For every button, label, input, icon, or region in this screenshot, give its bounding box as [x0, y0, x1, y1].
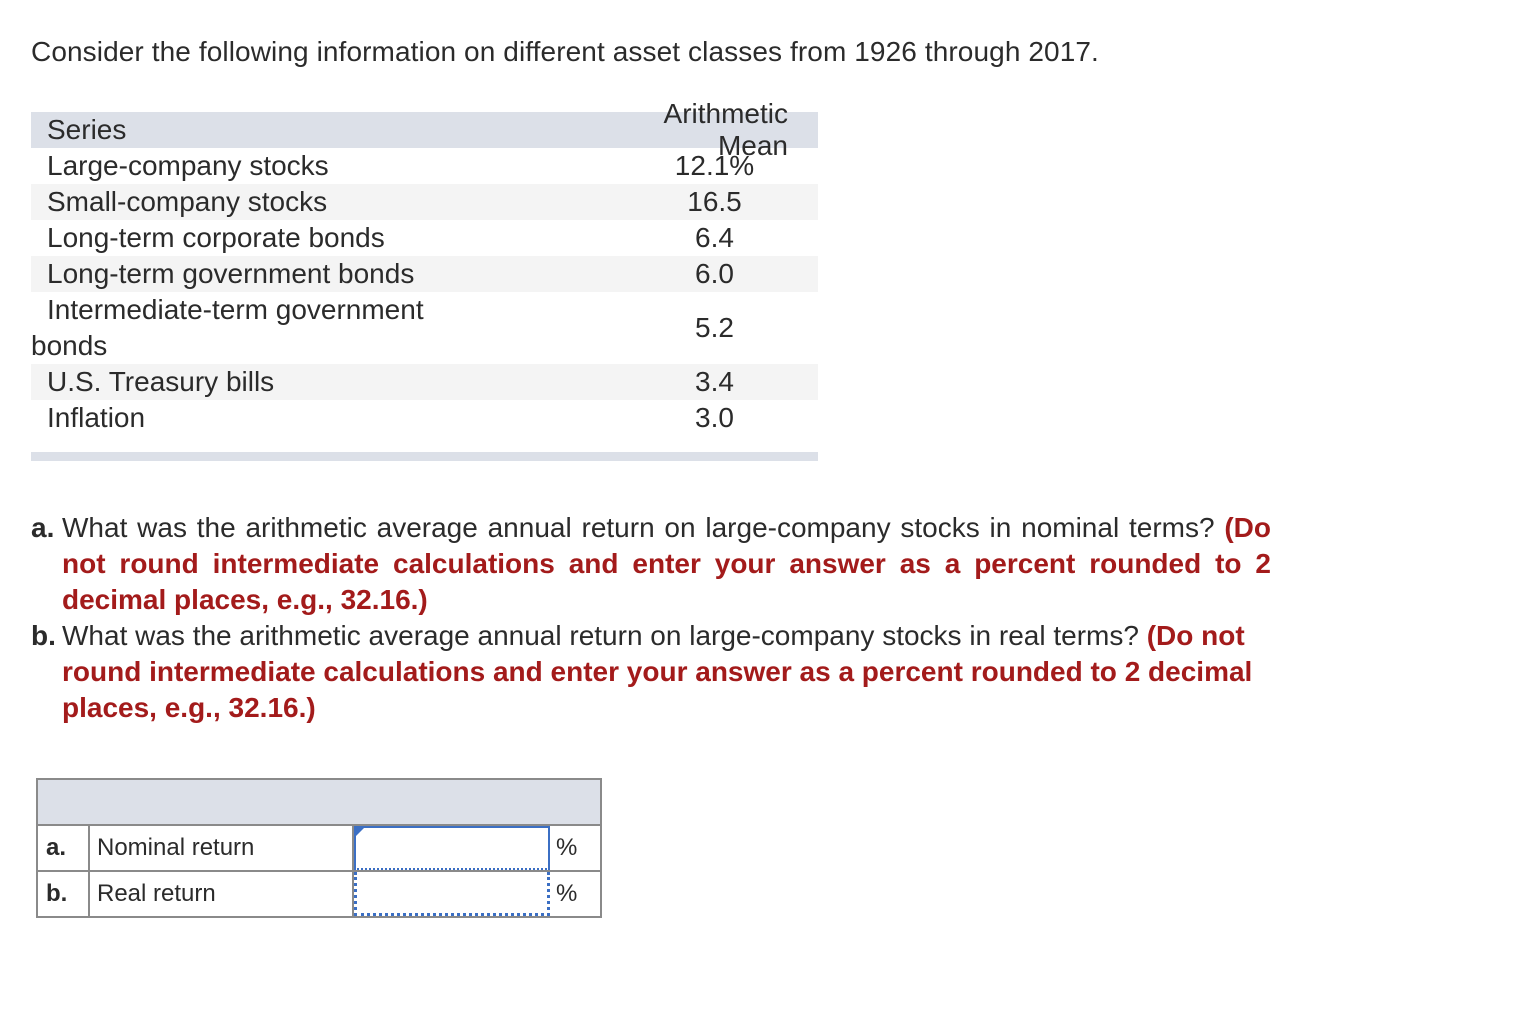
percent-unit: %	[556, 834, 578, 861]
question-letter: b.	[31, 620, 56, 651]
questions: a. What was the arithmetic average annua…	[31, 510, 1271, 726]
table-row: Intermediate-term government bonds 5.2	[31, 292, 818, 364]
series-name: Inflation	[47, 402, 146, 433]
question-text: What was the arithmetic average annual r…	[62, 620, 1139, 651]
table-row: Long-term corporate bonds 6.4	[31, 220, 818, 256]
series-table-header: Series Arithmetic Mean	[31, 98, 818, 161]
real-return-input[interactable]	[359, 874, 547, 911]
question-letter: a.	[31, 512, 55, 543]
nominal-return-cell	[354, 826, 550, 870]
series-value: 12.1%	[674, 150, 755, 181]
table-row: Inflation 3.0	[31, 400, 818, 436]
series-name: Small-company stocks	[47, 186, 328, 217]
series-value: 3.0	[695, 402, 734, 433]
series-name-line1: Intermediate-term government	[47, 294, 424, 325]
table-row: U.S. Treasury bills 3.4	[31, 364, 818, 400]
series-name-line2: bonds	[31, 330, 108, 361]
question-body: What was the arithmetic average annual r…	[62, 618, 1271, 726]
intro-text: Consider the following information on di…	[31, 36, 1099, 67]
table-row: Large-company stocks 12.1%	[31, 148, 818, 184]
series-name: Long-term government bonds	[47, 258, 415, 289]
series-name: Long-term corporate bonds	[47, 222, 385, 253]
question-text: What was the arithmetic average annual r…	[62, 512, 1215, 543]
nominal-return-input[interactable]	[358, 830, 548, 866]
answer-letter: b.	[38, 872, 90, 916]
header-series: Series	[47, 114, 127, 145]
series-value: 3.4	[695, 366, 734, 397]
header-arithmetic-mean: Arithmetic Mean	[663, 98, 788, 161]
answer-row-nominal: a. Nominal return %	[38, 826, 600, 872]
answer-table: a. Nominal return % b. Real return %	[36, 778, 602, 918]
answer-table-header	[38, 780, 600, 826]
real-return-cell	[354, 872, 550, 916]
series-value: 6.4	[695, 222, 734, 253]
series-name: Large-company stocks	[47, 150, 329, 181]
question-b: b. What was the arithmetic average annua…	[31, 618, 1271, 726]
question-instruction: (Do not round intermediate calculations …	[62, 620, 1253, 723]
answer-label: Real return	[90, 872, 354, 916]
series-name: U.S. Treasury bills	[47, 366, 275, 397]
answer-letter: a.	[38, 826, 90, 870]
series-value: 16.5	[687, 186, 742, 217]
series-name: Intermediate-term government bonds	[31, 292, 591, 364]
question-instruction: (Do not round intermediate calculations …	[62, 512, 1272, 615]
answer-label: Nominal return	[90, 826, 354, 870]
question-body: What was the arithmetic average annual r…	[62, 510, 1271, 618]
table-footer-bar	[31, 452, 818, 461]
question-a: a. What was the arithmetic average annua…	[31, 510, 1271, 618]
answer-row-real: b. Real return %	[38, 872, 600, 916]
series-value: 5.2	[695, 312, 734, 343]
series-table: Series Arithmetic Mean Large-company sto…	[31, 98, 818, 436]
table-row: Small-company stocks 16.5	[31, 184, 818, 220]
percent-unit: %	[556, 880, 578, 907]
series-value: 6.0	[695, 258, 734, 289]
table-row: Long-term government bonds 6.0	[31, 256, 818, 292]
